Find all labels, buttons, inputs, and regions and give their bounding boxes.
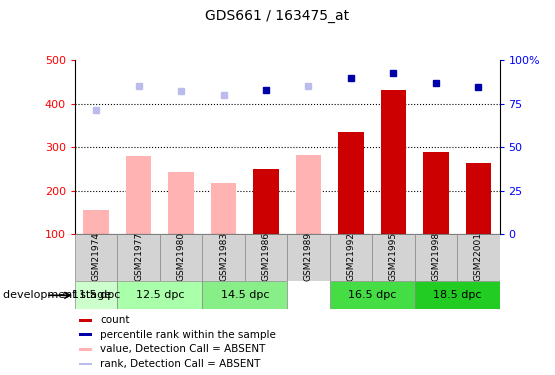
Text: GSM21986: GSM21986 <box>261 232 270 281</box>
Bar <box>79 333 92 336</box>
Bar <box>118 281 203 309</box>
Bar <box>245 234 287 281</box>
Text: development stage: development stage <box>3 290 111 300</box>
Bar <box>457 234 500 281</box>
Text: percentile rank within the sample: percentile rank within the sample <box>100 330 276 340</box>
Text: value, Detection Call = ABSENT: value, Detection Call = ABSENT <box>100 345 266 354</box>
Bar <box>211 183 236 234</box>
Bar <box>203 281 287 309</box>
Text: 12.5 dpc: 12.5 dpc <box>135 290 184 300</box>
Bar <box>466 164 491 234</box>
Text: GSM21983: GSM21983 <box>219 232 228 281</box>
Bar <box>83 210 109 234</box>
Text: rank, Detection Call = ABSENT: rank, Detection Call = ABSENT <box>100 359 261 369</box>
Bar <box>296 154 321 234</box>
Text: 16.5 dpc: 16.5 dpc <box>348 290 396 300</box>
Bar <box>330 281 415 309</box>
Bar <box>75 281 118 309</box>
Bar <box>330 234 372 281</box>
Bar <box>381 90 406 234</box>
Text: GSM21992: GSM21992 <box>346 232 355 281</box>
Text: GSM21995: GSM21995 <box>389 232 398 281</box>
Bar <box>126 156 152 234</box>
Bar <box>253 169 279 234</box>
Bar <box>160 234 203 281</box>
Text: 11.5 dpc: 11.5 dpc <box>72 290 120 300</box>
Bar <box>415 281 500 309</box>
Bar <box>338 132 364 234</box>
Text: count: count <box>100 315 130 326</box>
Text: 14.5 dpc: 14.5 dpc <box>220 290 269 300</box>
Bar <box>203 234 245 281</box>
Bar <box>168 172 194 234</box>
Bar <box>423 152 448 234</box>
Text: GSM21989: GSM21989 <box>304 232 313 281</box>
Bar <box>287 234 330 281</box>
Bar <box>372 234 415 281</box>
Bar <box>415 234 457 281</box>
Text: GSM22001: GSM22001 <box>474 232 483 281</box>
Text: GDS661 / 163475_at: GDS661 / 163475_at <box>205 9 350 23</box>
Text: GSM21974: GSM21974 <box>92 232 100 281</box>
Bar <box>118 234 160 281</box>
Text: GSM21980: GSM21980 <box>176 232 185 281</box>
Text: GSM21977: GSM21977 <box>134 232 143 281</box>
Bar <box>79 348 92 351</box>
Bar <box>75 234 118 281</box>
Text: GSM21998: GSM21998 <box>431 232 440 281</box>
Bar <box>79 363 92 365</box>
Text: 18.5 dpc: 18.5 dpc <box>433 290 481 300</box>
Bar <box>79 319 92 322</box>
